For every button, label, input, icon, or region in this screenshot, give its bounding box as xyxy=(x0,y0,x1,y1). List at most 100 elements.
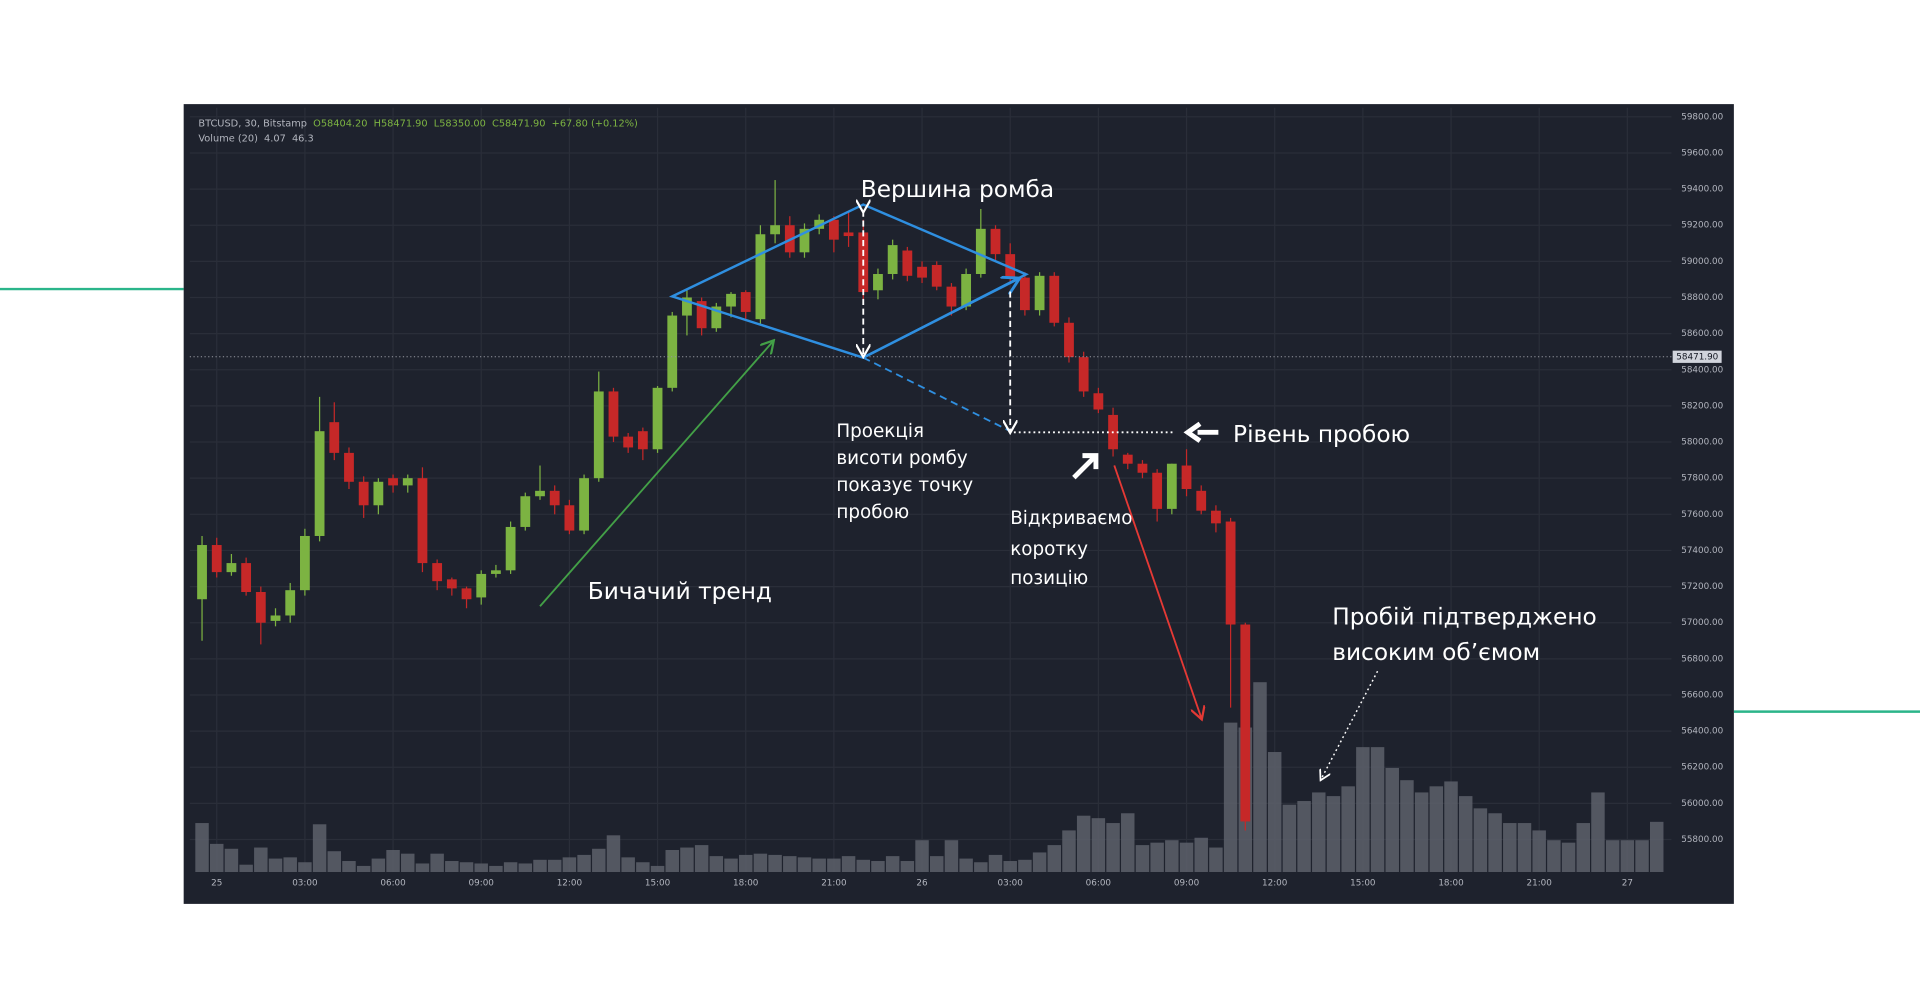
annotation: Бичачий тренд xyxy=(588,578,772,605)
volume-bar xyxy=(503,862,518,873)
volume-bar xyxy=(239,864,253,873)
volume-bar xyxy=(753,853,768,873)
volume-bar xyxy=(1106,823,1120,873)
x-tick-label: 21:00 xyxy=(821,879,847,889)
candle-body xyxy=(799,228,810,253)
volume-bar xyxy=(1135,845,1150,873)
y-tick-label: 56800.00 xyxy=(1681,654,1723,664)
candle-body xyxy=(417,478,428,564)
candle-body xyxy=(1166,463,1177,509)
candle-body xyxy=(358,481,369,506)
volume-bar xyxy=(768,854,782,873)
candle-body xyxy=(446,579,457,589)
x-tick-label: 09:00 xyxy=(1174,879,1200,889)
projection-line xyxy=(862,356,1011,432)
candle-body xyxy=(711,306,722,329)
candle-body xyxy=(535,490,545,497)
candle-body xyxy=(197,545,207,600)
annotation: високим об’ємом xyxy=(1332,639,1540,666)
volume-bar xyxy=(254,847,268,873)
y-tick-label: 57800.00 xyxy=(1681,474,1723,484)
y-tick-label: 59200.00 xyxy=(1681,221,1723,231)
volume-bar xyxy=(944,840,959,873)
volume-bar xyxy=(386,850,400,873)
volume-bar xyxy=(1018,859,1032,873)
y-tick-label: 55800.00 xyxy=(1681,835,1723,845)
volume-bar xyxy=(489,865,503,873)
volume-bar xyxy=(1561,842,1576,873)
candle-body xyxy=(902,250,913,276)
candle-body xyxy=(990,228,1001,255)
candle-body xyxy=(432,563,443,582)
candle-body xyxy=(1196,490,1207,511)
candle-body xyxy=(975,228,986,275)
volume-bar xyxy=(283,857,297,873)
volume-bar xyxy=(1458,796,1473,873)
candle-body xyxy=(1049,275,1060,323)
candle-body xyxy=(1181,465,1192,490)
volume-bar xyxy=(621,857,635,873)
candle-body xyxy=(476,573,487,598)
y-tick-label: 57000.00 xyxy=(1681,618,1723,628)
candle-body xyxy=(300,535,310,591)
volume-bar xyxy=(1488,813,1502,873)
candle-body xyxy=(1064,322,1074,358)
y-tick-label: 56000.00 xyxy=(1681,799,1723,809)
volume-bar xyxy=(562,857,577,873)
volume-bar xyxy=(1620,840,1635,873)
header-low: L58350.00 xyxy=(434,119,486,130)
candle-body xyxy=(270,615,281,621)
volume-bar xyxy=(210,843,224,873)
volume-bar xyxy=(606,835,621,873)
y-tick-label: 56600.00 xyxy=(1681,690,1723,700)
candle-body xyxy=(373,481,384,506)
annotation: висоти ромбу xyxy=(836,448,968,469)
candle-body xyxy=(873,274,883,291)
candle-body xyxy=(402,478,413,486)
volume-bar xyxy=(797,857,812,873)
volume-bar xyxy=(871,861,885,873)
volume-bar xyxy=(694,845,709,873)
volume-bar xyxy=(1444,781,1458,873)
volume-bar xyxy=(724,858,738,873)
header-volume_title: Volume (20) xyxy=(198,133,258,144)
short-arrow xyxy=(1113,465,1201,717)
candle-body xyxy=(682,297,692,316)
y-tick-label: 58800.00 xyxy=(1681,293,1723,303)
candle-body xyxy=(917,266,927,278)
volume-bar xyxy=(709,856,724,873)
header-open: O58404.20 xyxy=(313,119,367,130)
volume-bar xyxy=(1650,821,1664,873)
volume-bar xyxy=(1047,845,1062,873)
volume-bar xyxy=(1223,722,1238,873)
volume-bar xyxy=(1209,847,1223,873)
y-tick-label: 59000.00 xyxy=(1681,257,1723,267)
candle-body xyxy=(314,431,325,536)
y-tick-label: 56400.00 xyxy=(1681,727,1723,737)
volume-bar xyxy=(680,847,694,873)
candle-body xyxy=(388,478,398,486)
diamond xyxy=(668,203,1030,359)
candle-body xyxy=(623,436,634,448)
annotation: позицію xyxy=(1010,568,1088,589)
volume-bar xyxy=(1179,842,1194,873)
volume-bar xyxy=(1341,786,1355,873)
x-tick-label: 12:00 xyxy=(1262,879,1288,889)
volume-bar xyxy=(1091,818,1106,873)
diamond-arrow xyxy=(862,279,1017,359)
volume-bar xyxy=(930,856,944,873)
annotation: показує точку xyxy=(836,475,973,496)
candle-body xyxy=(1240,624,1251,822)
volume-bar xyxy=(915,840,929,873)
candle-body xyxy=(887,245,898,275)
volume-bar xyxy=(974,862,988,873)
volume-bar xyxy=(1312,792,1326,873)
volume-arrow xyxy=(1321,670,1379,779)
y-tick-label: 59600.00 xyxy=(1681,148,1723,158)
candle-body xyxy=(726,293,736,307)
header-close: C58471.90 xyxy=(492,119,546,130)
volume-bar xyxy=(1062,830,1076,873)
volume-bar xyxy=(959,858,973,873)
candle-body xyxy=(211,545,222,573)
